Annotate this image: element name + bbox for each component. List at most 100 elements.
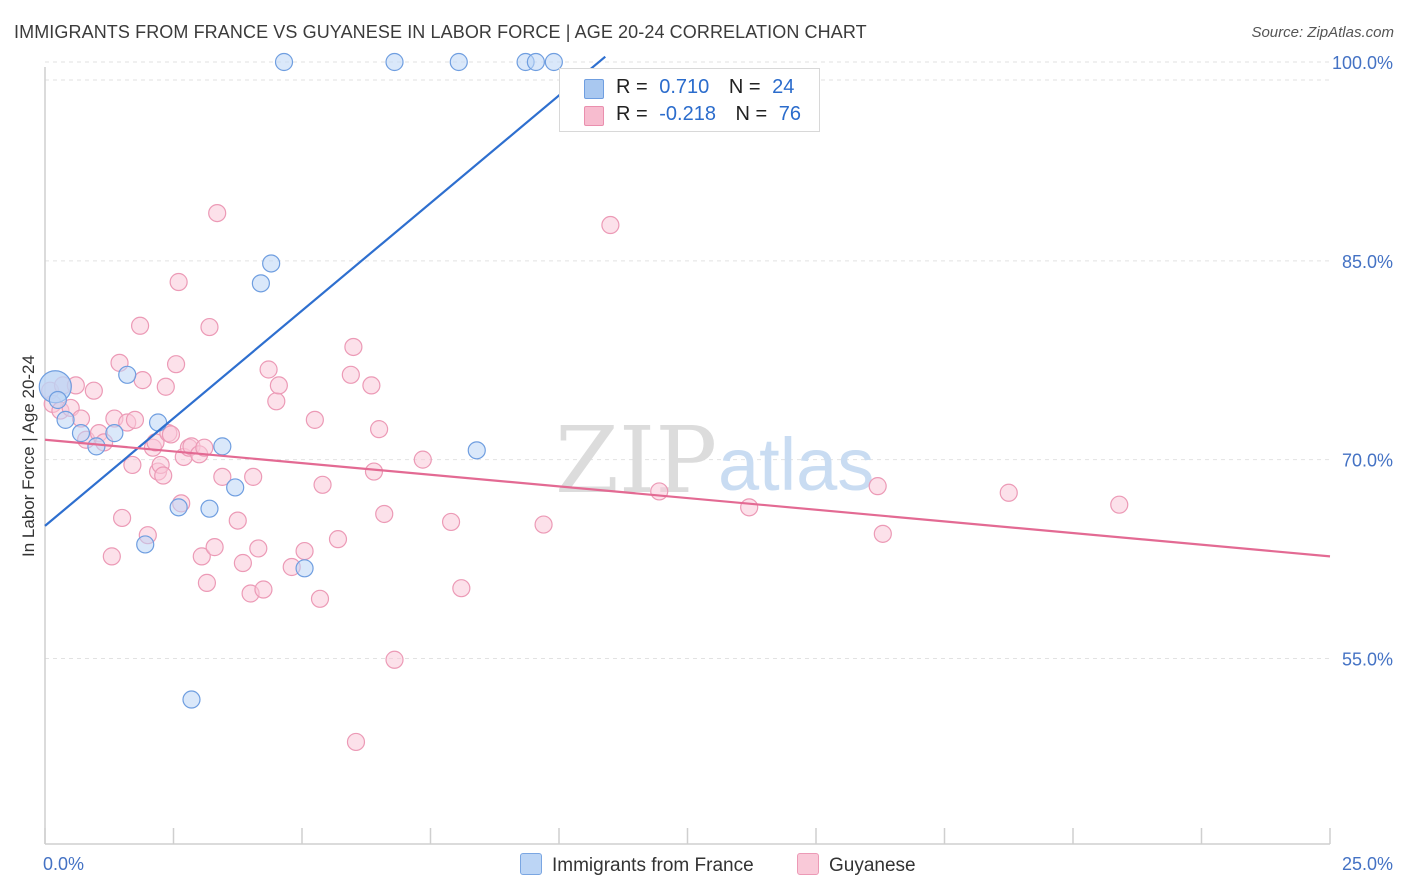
y-tick-labels: 55.0% 70.0% 85.0% 100.0%	[1332, 53, 1393, 669]
bottom-legend-label-guyanese: Guyanese	[829, 855, 916, 876]
point-guyanese	[130, 316, 150, 335]
x-tick-labels: 0.0% 25.0%	[43, 854, 1393, 874]
point-france	[148, 413, 168, 432]
point-france	[200, 499, 219, 518]
point-france	[544, 52, 563, 72]
trend-line-france	[44, 55, 606, 527]
point-guyanese	[123, 455, 142, 475]
point-guyanese	[254, 580, 273, 599]
point-france	[56, 410, 75, 429]
legend-r-value: 0.710	[659, 76, 710, 98]
point-guyanese	[452, 579, 471, 598]
point-guyanese	[310, 589, 330, 608]
legend-n-label: N =	[735, 103, 768, 125]
legend-r-value: -0.218	[659, 103, 716, 125]
point-guyanese	[269, 376, 288, 395]
point-guyanese	[370, 420, 389, 439]
watermark: ZIP atlas	[555, 407, 874, 514]
point-guyanese	[413, 450, 432, 469]
bottom-legend-france: Immigrants from France	[520, 853, 754, 877]
y-tick-label: 70.0%	[1342, 451, 1393, 471]
point-guyanese	[341, 365, 360, 384]
legend-r-label: R =	[616, 103, 648, 125]
point-guyanese	[740, 498, 759, 517]
legend-n-value: 76	[778, 103, 802, 125]
data-points	[38, 52, 1129, 752]
point-guyanese	[154, 466, 173, 485]
point-guyanese	[244, 467, 263, 486]
point-france	[385, 52, 404, 72]
y-axis-label: In Labor Force | Age 20-24	[19, 355, 38, 557]
point-guyanese	[1110, 495, 1129, 514]
point-france	[71, 424, 91, 443]
point-guyanese	[125, 410, 145, 429]
correlation-legend: R = 0.710 N = 24 R = -0.218 N = 76	[559, 68, 820, 132]
point-guyanese	[228, 511, 247, 530]
point-guyanese	[200, 317, 219, 337]
point-guyanese	[313, 475, 332, 494]
chart-title: IMMIGRANTS FROM FRANCE VS GUYANESE IN LA…	[14, 22, 867, 42]
x-tick-label: 0.0%	[43, 854, 84, 874]
point-guyanese	[233, 553, 252, 573]
point-guyanese	[873, 524, 892, 543]
trend-line-guyanese	[44, 438, 1331, 558]
point-guyanese	[328, 530, 348, 549]
point-guyanese	[133, 371, 152, 390]
point-guyanese	[362, 376, 381, 395]
point-france	[118, 365, 137, 384]
point-guyanese	[364, 462, 384, 481]
bottom-legend-swatch-france	[520, 853, 542, 875]
point-guyanese	[249, 539, 268, 558]
bottom-legend-swatch-guyanese	[797, 853, 819, 875]
point-france	[226, 478, 245, 497]
bottom-legend-guyanese: Guyanese	[797, 853, 916, 877]
point-guyanese	[346, 732, 366, 752]
legend-swatch-guyanese	[584, 106, 604, 126]
point-guyanese	[385, 650, 404, 669]
y-tick-label: 55.0%	[1342, 649, 1393, 669]
trend-lines	[44, 55, 1331, 558]
point-guyanese	[112, 508, 132, 528]
point-guyanese	[868, 477, 887, 496]
point-france	[262, 254, 281, 273]
point-guyanese	[195, 438, 214, 457]
point-france	[87, 437, 106, 456]
y-tick-label: 85.0%	[1342, 252, 1393, 272]
watermark-zip: ZIP	[555, 407, 717, 514]
point-guyanese	[208, 203, 227, 223]
point-france	[169, 498, 188, 517]
point-france	[467, 441, 486, 460]
point-guyanese	[259, 360, 278, 379]
point-guyanese	[197, 573, 217, 592]
point-guyanese	[534, 515, 553, 534]
bottom-legend-label-france: Immigrants from France	[552, 855, 754, 876]
y-tick-label: 100.0%	[1332, 53, 1393, 73]
point-guyanese	[295, 541, 314, 561]
point-france	[274, 52, 294, 72]
point-guyanese	[601, 215, 620, 235]
point-guyanese	[267, 392, 286, 411]
point-france	[182, 690, 201, 709]
point-guyanese	[156, 377, 175, 396]
point-guyanese	[999, 483, 1018, 502]
point-guyanese	[305, 410, 324, 429]
legend-swatch-france	[584, 79, 604, 99]
point-france	[449, 52, 468, 72]
point-france	[526, 52, 545, 72]
point-guyanese	[102, 547, 121, 566]
point-guyanese	[205, 538, 224, 557]
point-guyanese	[650, 482, 669, 501]
point-france	[251, 274, 270, 293]
point-france	[105, 424, 124, 443]
point-france	[213, 437, 232, 456]
point-guyanese	[166, 355, 186, 374]
point-guyanese	[161, 425, 181, 444]
point-france	[295, 559, 314, 578]
point-guyanese	[441, 512, 461, 532]
point-france	[48, 390, 67, 410]
x-tick-label: 25.0%	[1342, 854, 1393, 874]
chart-source: Source: ZipAtlas.com	[1251, 24, 1394, 41]
legend-r-label: R =	[616, 76, 648, 98]
point-guyanese	[375, 504, 394, 524]
